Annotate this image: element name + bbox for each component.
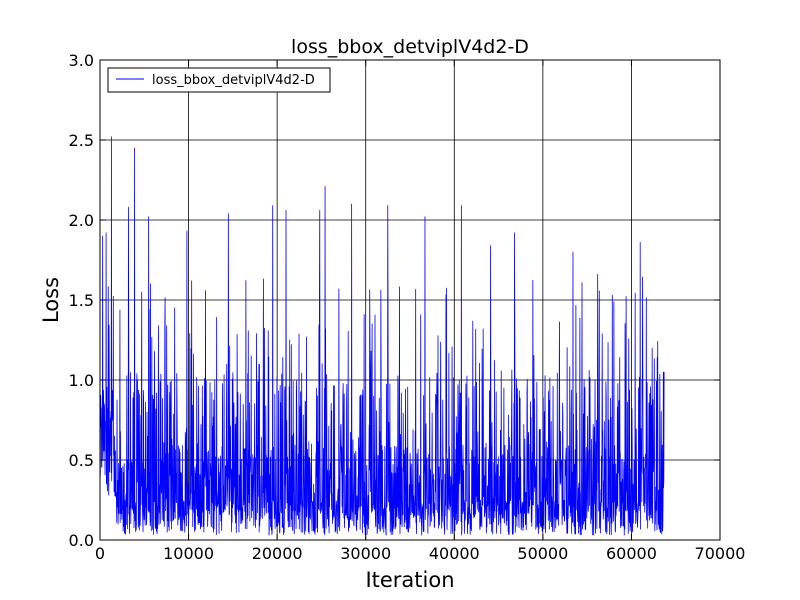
legend: loss_bbox_detviplV4d2-D: [107, 67, 331, 93]
chart-title: loss_bbox_detviplV4d2-D: [291, 36, 529, 58]
y-tick-label: 0.5: [69, 451, 94, 470]
series-line: [99, 136, 665, 536]
y-tick-label: 2.5: [69, 131, 94, 150]
y-tick-label: 3.0: [69, 51, 94, 70]
x-tick-label: 10000: [163, 544, 214, 563]
axis-ticks: 0 10000 20000 30000 40000 50000 60000 70000 0.0 0…: [69, 51, 746, 563]
x-tick-label: 50000: [517, 544, 568, 563]
series-group: [99, 136, 665, 536]
y-axis-label: Loss: [39, 277, 63, 323]
legend-box: [107, 67, 331, 93]
y-tick-label: 1.0: [69, 371, 94, 390]
y-tick-label: 0.0: [69, 531, 94, 550]
x-tick-label: 40000: [429, 544, 480, 563]
legend-label: loss_bbox_detviplV4d2-D: [152, 73, 315, 88]
y-tick-label: 2.0: [69, 211, 94, 230]
y-tick-label: 1.5: [69, 291, 94, 310]
x-tick-label: 60000: [606, 544, 657, 563]
x-tick-label: 0: [95, 544, 105, 563]
x-tick-label: 20000: [252, 544, 303, 563]
x-tick-label: 30000: [340, 544, 391, 563]
x-axis-label: Iteration: [365, 568, 454, 592]
x-tick-label: 70000: [695, 544, 746, 563]
